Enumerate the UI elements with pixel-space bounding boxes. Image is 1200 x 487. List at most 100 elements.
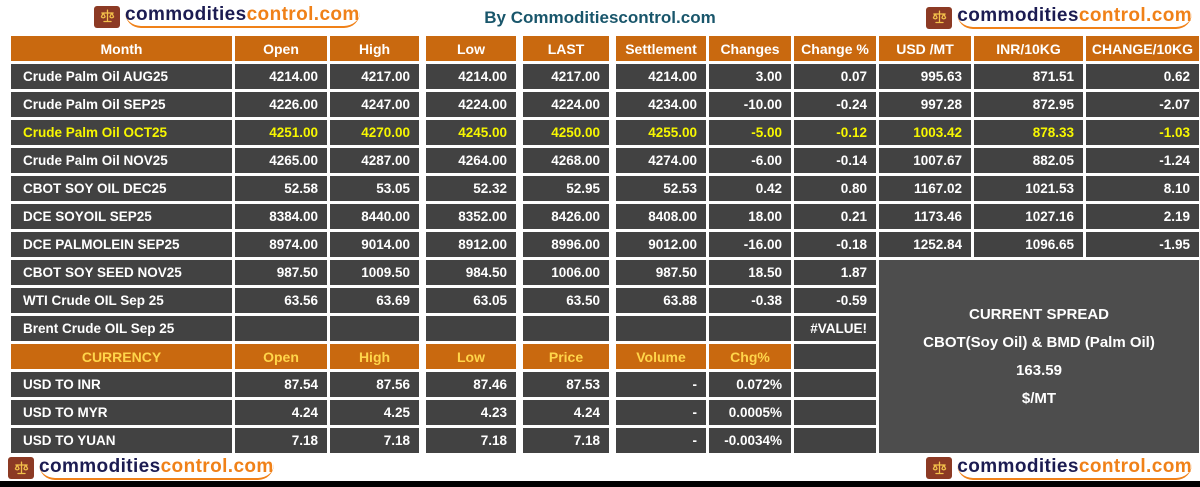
price-cell: 63.88 [613,287,708,315]
logo-text: commoditiescontrol.com [39,457,274,480]
rate-cell [793,371,878,399]
price-cell: 8426.00 [520,203,613,231]
logo-top-right: commoditiescontrol.com [926,6,1192,29]
price-cell: 8912.00 [423,231,520,259]
currency-name-cell: USD TO MYR [10,399,234,427]
price-cell: 878.33 [973,119,1085,147]
price-cell: 1009.50 [329,259,423,287]
price-cell: 1167.02 [878,175,973,203]
price-cell: 1.87 [793,259,878,287]
rate-cell: -0.0034% [708,427,793,455]
logo-text-primary: commodities [957,456,1079,477]
rate-cell: 87.56 [329,371,423,399]
price-cell: 4270.00 [329,119,423,147]
bottom-black-bar [0,481,1200,487]
price-cell [423,315,520,343]
price-cell [708,315,793,343]
price-cell: 4226.00 [234,91,329,119]
column-header: Changes [708,35,793,63]
currency-column-header [793,343,878,371]
price-cell: 18.50 [708,259,793,287]
price-cell: -0.14 [793,147,878,175]
rate-cell: 0.0005% [708,399,793,427]
price-cell: 53.05 [329,175,423,203]
price-cell: -1.24 [1085,147,1200,175]
price-cell: 872.95 [973,91,1085,119]
price-cell: 4217.00 [520,63,613,91]
logo-text-primary: commodities [957,5,1079,26]
price-cell: 63.69 [329,287,423,315]
price-cell: 4251.00 [234,119,329,147]
price-cell: 997.28 [878,91,973,119]
top-bar: commoditiescontrol.com By Commoditiescon… [0,0,1200,33]
price-cell: 4214.00 [613,63,708,91]
price-cell: 4268.00 [520,147,613,175]
column-header: Change % [793,35,878,63]
rate-cell: 87.46 [423,371,520,399]
logo-top-left-wrap: commoditiescontrol.com [94,5,484,30]
bottom-bar: commoditiescontrol.com commoditiescontro… [0,456,1200,480]
logo-text: commoditiescontrol.com [125,5,360,28]
price-cell: 0.62 [1085,63,1200,91]
price-cell: 4247.00 [329,91,423,119]
price-cell: 52.32 [423,175,520,203]
page-title: By Commoditiescontrol.com [484,8,715,28]
currency-column-header: Volume [613,343,708,371]
contract-name-cell: CBOT SOY SEED NOV25 [10,259,234,287]
price-cell: 987.50 [234,259,329,287]
price-cell: 1173.46 [878,203,973,231]
price-cell: -10.00 [708,91,793,119]
column-header: High [329,35,423,63]
contract-name-cell: DCE PALMOLEIN SEP25 [10,231,234,259]
price-cell: -6.00 [708,147,793,175]
price-cell [329,315,423,343]
column-header: LAST [520,35,613,63]
price-cell [520,315,613,343]
column-header: Low [423,35,520,63]
currency-column-header: Chg% [708,343,793,371]
rate-cell: 4.25 [329,399,423,427]
rate-cell: 87.54 [234,371,329,399]
rate-cell: - [613,371,708,399]
rate-cell: 7.18 [234,427,329,455]
contract-name-cell: WTI Crude OIL Sep 25 [10,287,234,315]
price-cell: 8384.00 [234,203,329,231]
spread-subtitle: CBOT(Soy Oil) & BMD (Palm Oil) [879,329,1199,357]
column-header: Settlement [613,35,708,63]
price-cell: #VALUE! [793,315,878,343]
rate-cell: 4.23 [423,399,520,427]
spread-unit: $/MT [879,385,1199,413]
logo-top-left: commoditiescontrol.com [94,5,360,28]
logo-text: commoditiescontrol.com [957,6,1192,29]
logo-text-secondary: control.com [247,4,360,25]
rate-cell: 87.53 [520,371,613,399]
rate-cell: 4.24 [234,399,329,427]
price-cell: 882.05 [973,147,1085,175]
rate-cell [793,399,878,427]
price-cell: 0.21 [793,203,878,231]
currency-column-header: Low [423,343,520,371]
price-cell: 871.51 [973,63,1085,91]
scales-logo-icon [926,457,952,479]
price-cell: 4245.00 [423,119,520,147]
price-cell: 0.07 [793,63,878,91]
column-header: Month [10,35,234,63]
price-cell: -0.59 [793,287,878,315]
contract-name-cell: DCE SOYOIL SEP25 [10,203,234,231]
currency-column-header: CURRENCY [10,343,234,371]
price-cell: -16.00 [708,231,793,259]
price-cell: -1.95 [1085,231,1200,259]
contract-name-cell: Brent Crude OIL Sep 25 [10,315,234,343]
price-cell: -1.03 [1085,119,1200,147]
price-cell: 52.95 [520,175,613,203]
currency-name-cell: USD TO INR [10,371,234,399]
price-cell: 4264.00 [423,147,520,175]
price-cell: 4287.00 [329,147,423,175]
price-cell: 9012.00 [613,231,708,259]
